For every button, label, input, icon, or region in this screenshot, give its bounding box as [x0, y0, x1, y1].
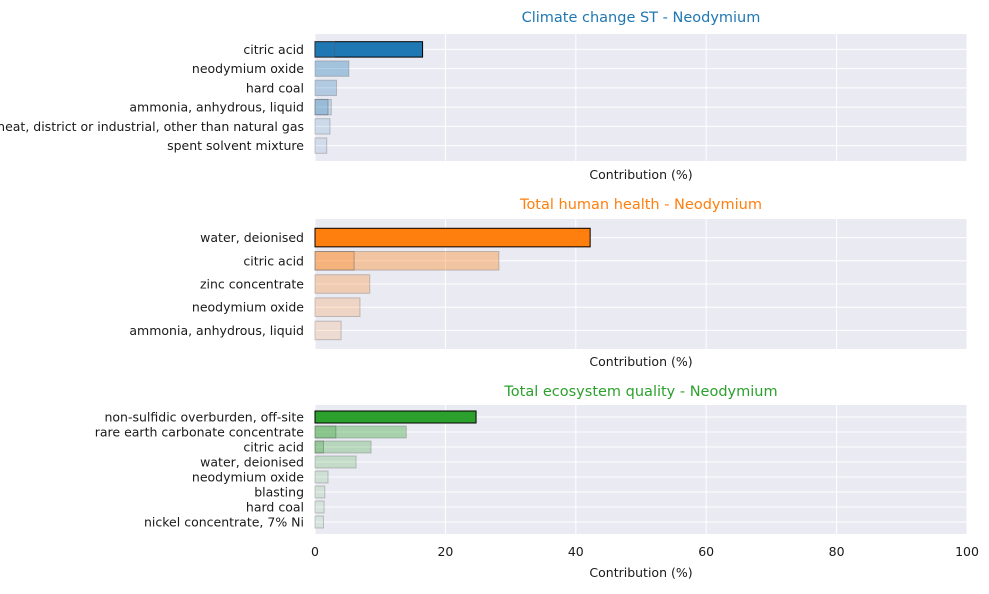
plot-area-1 — [315, 34, 967, 161]
x-tick-label: 20 — [437, 544, 453, 559]
x-axis-label-3: Contribution (%) — [589, 565, 692, 580]
chart-title-2: Total human health - Neodymium — [519, 197, 762, 213]
bar-rare-earth-carbonate-concentrate — [314, 425, 407, 439]
y-tick-label: hard coal — [246, 80, 304, 95]
bar-water-deionised — [314, 227, 591, 248]
overlay-bar-ammonia-anhydrous-liquid — [314, 98, 329, 116]
overlay-bar-citric-acid — [314, 440, 324, 454]
chart-title-3: Total ecosystem quality - Neodymium — [503, 384, 777, 400]
bar-water-deionised — [314, 455, 357, 469]
bar-citric-acid — [314, 440, 372, 454]
bar-neodymium-oxide — [314, 470, 329, 484]
y-tick-label: citric acid — [243, 42, 304, 57]
bar-spent-solvent-mixture — [314, 137, 328, 154]
bar-ammonia-anhydrous-liquid — [314, 320, 342, 341]
y-tick-label: ammonia, anhydrous, liquid — [129, 100, 304, 115]
overlay-bar-citric-acid — [314, 41, 336, 58]
bar-ammonia-anhydrous-liquid — [314, 98, 332, 116]
bar-hard-coal — [314, 500, 325, 514]
y-tick-label: heat, district or industrial, other than… — [0, 119, 304, 134]
y-tick-label: citric acid — [243, 253, 304, 268]
x-tick-label: 60 — [698, 544, 714, 559]
y-tick-label: rare earth carbonate concentrate — [95, 425, 305, 440]
y-tick-label: citric acid — [243, 440, 304, 455]
y-tick-label: water, deionised — [200, 230, 304, 245]
bar-neodymium-oxide — [314, 297, 361, 317]
bar-hard-coal — [314, 79, 338, 97]
bar-heat-district-or-industrial-other-than-natural-gas — [314, 118, 331, 135]
x-tick-label: 100 — [955, 544, 979, 559]
x-tick-label: 80 — [829, 544, 845, 559]
y-tick-label: spent solvent mixture — [167, 138, 304, 153]
x-axis-label-1: Contribution (%) — [589, 167, 692, 182]
bar-nickel-concentrate-7-ni — [314, 515, 324, 529]
plot-area-3 — [315, 405, 967, 534]
y-tick-label: neodymium oxide — [192, 61, 304, 76]
y-tick-label: neodymium oxide — [192, 300, 304, 315]
bar-non-sulfidic-overburden-off-site — [314, 410, 477, 424]
y-tick-label: blasting — [254, 485, 304, 500]
overlay-bar-rare-earth-carbonate-concentrate — [314, 425, 337, 439]
y-tick-label: neodymium oxide — [192, 470, 304, 485]
y-tick-label: hard coal — [246, 500, 304, 515]
y-tick-label: ammonia, anhydrous, liquid — [129, 323, 304, 338]
y-tick-label: zinc concentrate — [200, 277, 304, 292]
x-axis-label-2: Contribution (%) — [589, 354, 692, 369]
chart-title-1: Climate change ST - Neodymium — [522, 10, 761, 26]
y-tick-label: nickel concentrate, 7% Ni — [144, 515, 304, 530]
x-tick-label: 40 — [568, 544, 584, 559]
overlay-bar-citric-acid — [314, 251, 355, 271]
bar-zinc-concentrate — [314, 274, 371, 294]
bar-blasting — [314, 485, 326, 499]
y-tick-label: non-sulfidic overburden, off-site — [104, 410, 304, 425]
bar-citric-acid — [314, 251, 500, 271]
bar-neodymium-oxide — [314, 60, 350, 77]
bar-citric-acid — [314, 41, 424, 58]
x-tick-label: 0 — [311, 544, 319, 559]
y-tick-label: water, deionised — [200, 455, 304, 470]
